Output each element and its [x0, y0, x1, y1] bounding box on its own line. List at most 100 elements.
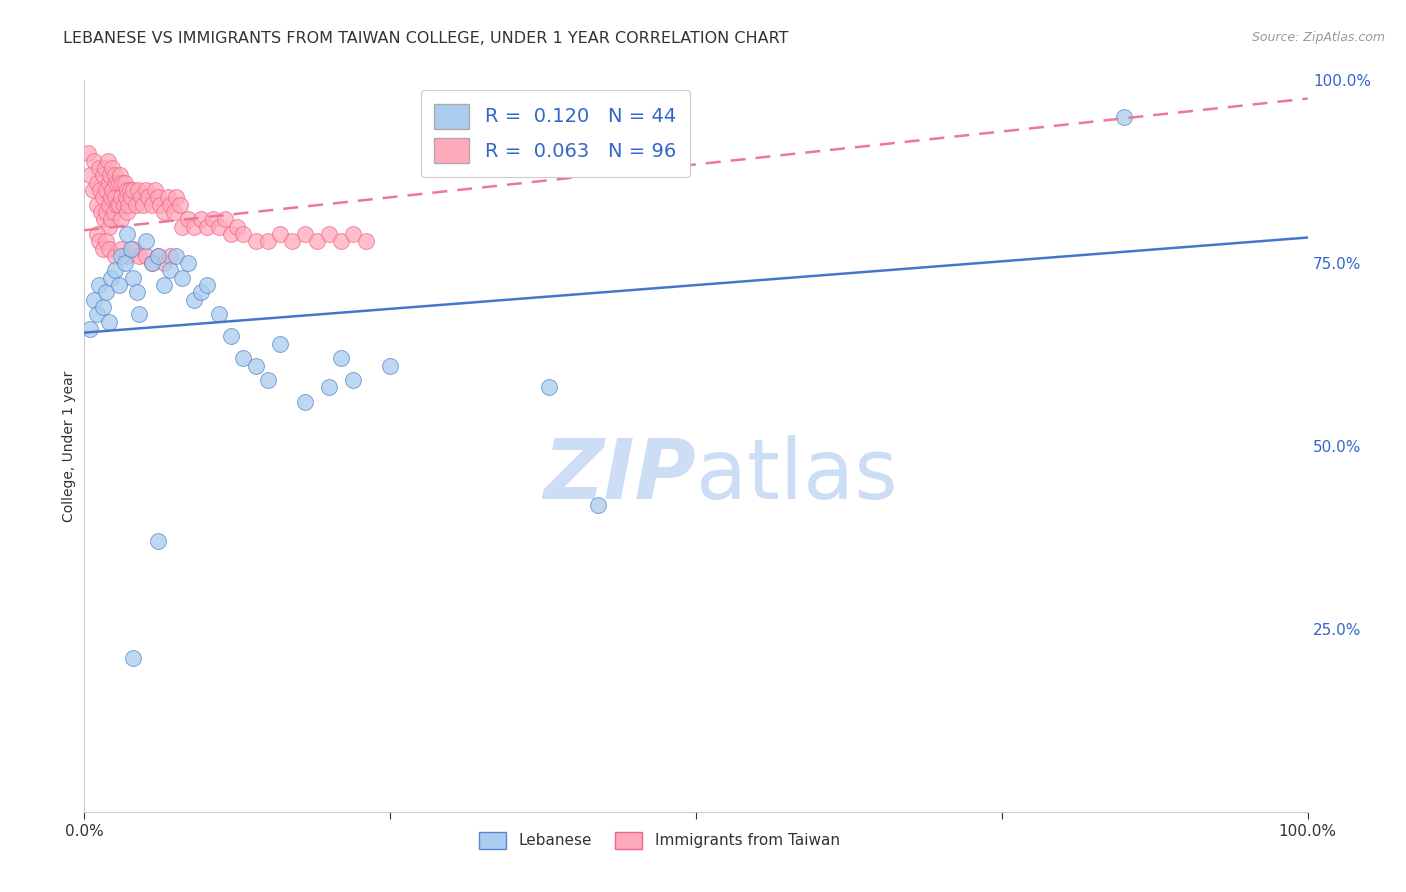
Point	[87, 278, 110, 293]
Point	[305, 234, 328, 248]
Point	[195, 219, 218, 234]
Point	[165, 249, 187, 263]
Point	[129, 190, 152, 204]
Point	[100, 270, 122, 285]
Text: LEBANESE VS IMMIGRANTS FROM TAIWAN COLLEGE, UNDER 1 YEAR CORRELATION CHART: LEBANESE VS IMMIGRANTS FROM TAIWAN COLLE…	[63, 31, 789, 46]
Point	[208, 307, 231, 321]
Point	[245, 359, 267, 373]
Point	[86, 176, 108, 190]
Point	[128, 249, 150, 263]
Point	[91, 169, 114, 183]
Point	[163, 205, 186, 219]
Point	[97, 242, 120, 256]
Point	[101, 161, 124, 175]
Point	[128, 307, 150, 321]
Point	[208, 219, 231, 234]
Point	[122, 183, 145, 197]
Point	[110, 249, 132, 263]
Point	[96, 205, 118, 219]
Point	[183, 219, 205, 234]
Point	[97, 219, 120, 234]
Point	[100, 212, 122, 227]
Point	[127, 183, 149, 197]
Point	[104, 249, 127, 263]
Point	[115, 227, 138, 241]
Point	[135, 183, 157, 197]
Point	[159, 263, 181, 277]
Point	[245, 234, 267, 248]
Point	[115, 249, 138, 263]
Point	[86, 307, 108, 321]
Point	[135, 249, 157, 263]
Point	[79, 169, 101, 183]
Text: Source: ZipAtlas.com: Source: ZipAtlas.com	[1251, 31, 1385, 45]
Point	[141, 197, 163, 211]
Point	[538, 380, 561, 394]
Point	[83, 153, 105, 168]
Point	[183, 293, 205, 307]
Point	[83, 293, 105, 307]
Point	[169, 197, 191, 211]
Point	[110, 212, 132, 227]
Point	[226, 219, 249, 234]
Point	[105, 197, 128, 211]
Point	[177, 212, 200, 227]
Point	[87, 234, 110, 248]
Point	[141, 256, 163, 270]
Point	[93, 212, 115, 227]
Legend: Lebanese, Immigrants from Taiwan: Lebanese, Immigrants from Taiwan	[472, 825, 846, 855]
Point	[159, 197, 181, 211]
Point	[1114, 110, 1136, 124]
Point	[143, 183, 166, 197]
Point	[330, 234, 353, 248]
Point	[89, 183, 111, 197]
Point	[232, 227, 254, 241]
Point	[122, 651, 145, 665]
Point	[118, 183, 141, 197]
Point	[342, 373, 364, 387]
Point	[110, 190, 132, 204]
Point	[117, 197, 139, 211]
Point	[97, 197, 120, 211]
Point	[354, 234, 377, 248]
Point	[232, 351, 254, 366]
Point	[104, 169, 127, 183]
Point	[103, 205, 125, 219]
Point	[146, 534, 169, 549]
Point	[77, 146, 100, 161]
Point	[108, 169, 131, 183]
Point	[107, 176, 129, 190]
Point	[110, 242, 132, 256]
Point	[146, 249, 169, 263]
Point	[97, 315, 120, 329]
Point	[257, 234, 280, 248]
Point	[586, 498, 609, 512]
Point	[115, 183, 138, 197]
Point	[100, 190, 122, 204]
Point	[195, 278, 218, 293]
Point	[91, 242, 114, 256]
Point	[219, 329, 242, 343]
Point	[98, 169, 121, 183]
Point	[269, 336, 291, 351]
Point	[214, 212, 236, 227]
Point	[330, 351, 353, 366]
Point	[132, 197, 155, 211]
Point	[120, 242, 142, 256]
Point	[90, 205, 112, 219]
Point	[96, 285, 118, 300]
Point	[153, 205, 176, 219]
Point	[294, 227, 316, 241]
Point	[159, 249, 181, 263]
Point	[219, 227, 242, 241]
Point	[318, 227, 340, 241]
Point	[380, 359, 402, 373]
Point	[94, 161, 117, 175]
Point	[114, 176, 136, 190]
Point	[91, 190, 114, 204]
Point	[111, 176, 134, 190]
Point	[190, 212, 212, 227]
Point	[115, 190, 138, 204]
Point	[104, 263, 127, 277]
Point	[125, 197, 148, 211]
